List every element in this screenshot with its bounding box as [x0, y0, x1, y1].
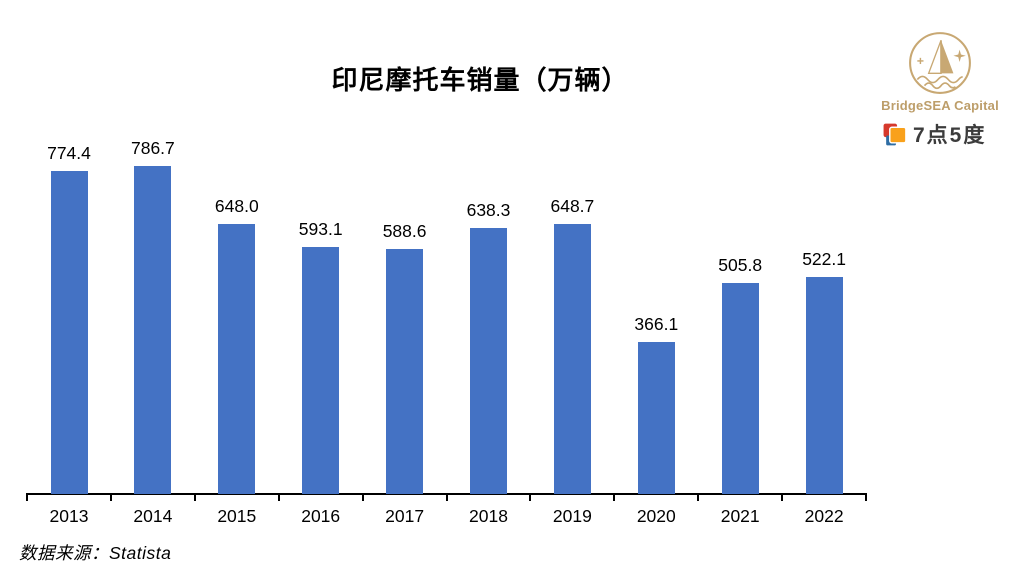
- sailboat-logo-icon: [909, 32, 971, 94]
- x-axis-label-2022: 2022: [804, 506, 844, 526]
- bar-value-label-2019: 648.7: [550, 196, 595, 216]
- bar-value-label-2020: 366.1: [634, 314, 679, 334]
- sub-brand: 7点5度: [872, 119, 1008, 149]
- x-axis-label-2019: 2019: [552, 506, 592, 526]
- x-axis-tick: [277, 493, 280, 501]
- x-axis-tick: [613, 493, 616, 501]
- bar-value-label-2021: 505.8: [718, 255, 763, 275]
- x-axis-label-2020: 2020: [636, 506, 676, 526]
- brand-name: BridgeSEA Capital: [881, 98, 999, 113]
- bar-value-label-2022: 522.1: [802, 249, 846, 269]
- bar-2021: [721, 283, 759, 494]
- x-axis-label-2021: 2021: [720, 506, 760, 526]
- x-axis-label-2014: 2014: [133, 506, 173, 526]
- bar-value-label-2014: 786.7: [130, 138, 175, 158]
- x-axis-label-2018: 2018: [469, 506, 508, 526]
- x-axis-label-2013: 2013: [49, 506, 89, 526]
- bar-value-label-2017: 588.6: [382, 221, 427, 241]
- bar-value-label-2016: 593.1: [298, 219, 343, 239]
- bar-2022: [805, 277, 843, 494]
- bar-2013: [50, 171, 88, 494]
- x-axis-label-2016: 2016: [301, 506, 341, 526]
- bar-2018: [470, 228, 507, 494]
- bar-value-label-2018: 638.3: [466, 200, 511, 220]
- x-axis-label-2015: 2015: [217, 506, 257, 526]
- x-axis-tick: [445, 493, 448, 501]
- bar-value-label-2015: 648.0: [214, 196, 259, 216]
- x-axis-tick: [781, 493, 784, 501]
- brand-block: BridgeSEA Capital 7点5度: [872, 30, 1008, 149]
- bar-2020: [637, 342, 675, 494]
- bar-value-label-2013: 774.4: [47, 143, 91, 163]
- x-axis-label-2017: 2017: [385, 506, 425, 526]
- chart-title: 印尼摩托车销量（万辆）: [331, 65, 629, 95]
- bar-2016: [302, 247, 340, 494]
- bar-2019: [553, 224, 591, 494]
- x-axis-tick: [529, 493, 532, 501]
- x-axis-tick: [193, 493, 196, 501]
- overlapping-squares-icon: [883, 123, 907, 145]
- x-axis-tick: [865, 493, 867, 501]
- bar-2015: [218, 224, 256, 494]
- bar-2014: [134, 166, 172, 494]
- source-note: 数据来源：Statista: [19, 543, 172, 563]
- x-axis-tick: [697, 493, 700, 501]
- x-axis-tick: [361, 493, 364, 501]
- bar-2017: [386, 249, 424, 494]
- sub-brand-name: 7点5度: [913, 124, 987, 147]
- x-axis-tick: [109, 493, 112, 501]
- x-axis-tick: [26, 493, 28, 501]
